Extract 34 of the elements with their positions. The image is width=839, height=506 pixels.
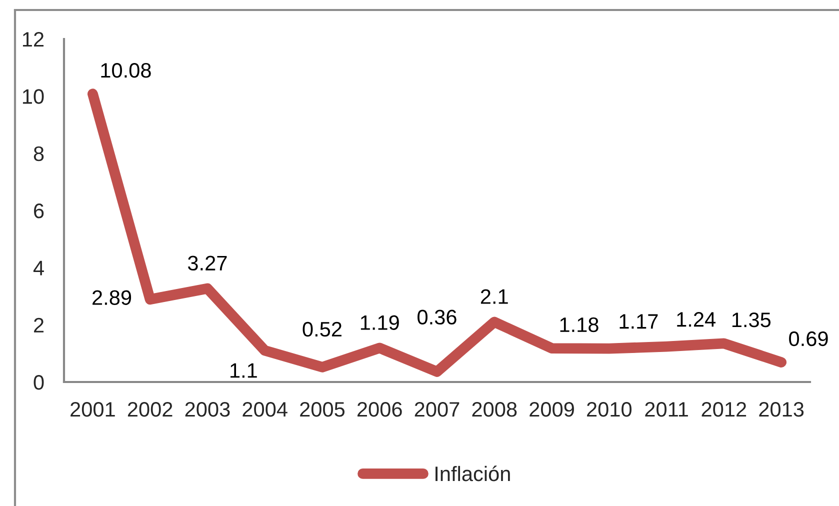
y-tick-label: 12 [22, 32, 44, 47]
data-label: 1.18 [560, 317, 598, 332]
data-label: 0.52 [302, 322, 342, 337]
x-tick-label: 2012 [702, 402, 746, 417]
x-tick-label: 2010 [587, 402, 632, 417]
x-tick-label: 2008 [472, 402, 517, 417]
data-label: 3.27 [188, 256, 227, 271]
data-label: 1.35 [732, 312, 771, 328]
x-tick-label: 2007 [414, 402, 460, 417]
x-tick-label: 2002 [128, 402, 172, 417]
x-tick-label: 2003 [185, 402, 230, 417]
data-label: 0.36 [418, 310, 456, 325]
x-tick-label: 2013 [759, 402, 804, 417]
legend-label: Inflación [436, 466, 510, 482]
y-tick-label: 2 [34, 318, 44, 332]
data-label: 1.19 [360, 315, 399, 330]
data-label: 1.1 [230, 363, 257, 378]
data-label: 1.24 [677, 312, 716, 327]
x-tick-label: 2009 [530, 402, 574, 417]
x-tick-label: 2005 [300, 402, 345, 417]
data-label: 2.1 [480, 289, 508, 304]
y-tick-label: 0 [34, 375, 44, 390]
y-tick-label: 4 [33, 260, 44, 276]
data-label: 0.69 [789, 331, 828, 346]
data-label: 1.17 [620, 314, 658, 329]
y-tick-label: 6 [34, 204, 44, 218]
data-label: 10.08 [101, 62, 151, 78]
x-tick-label: 2011 [645, 402, 688, 417]
data-label: 2.89 [92, 290, 132, 305]
y-tick-label: 8 [34, 146, 44, 162]
x-tick-label: 2004 [242, 402, 288, 417]
x-tick-label: 2001 [70, 402, 115, 417]
y-tick-label: 10 [22, 89, 44, 104]
x-tick-label: 2006 [357, 402, 402, 417]
